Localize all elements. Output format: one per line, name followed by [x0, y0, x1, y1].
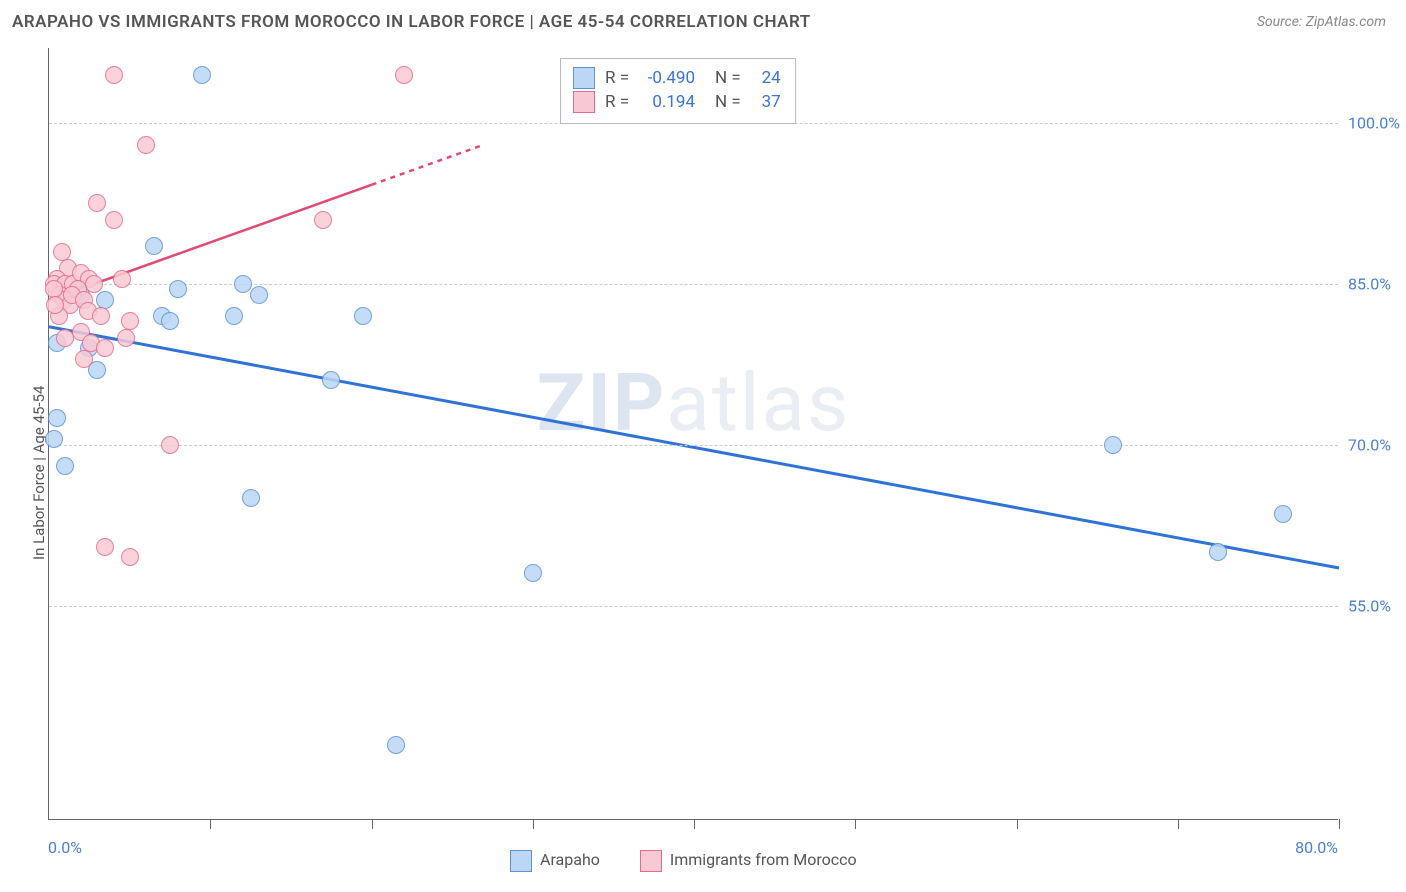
legend-label: Arapaho	[540, 850, 600, 869]
watermark-atlas: atlas	[666, 356, 850, 450]
source-label: Source: ZipAtlas.com	[1257, 14, 1386, 30]
morocco-point	[314, 211, 332, 229]
morocco-point	[137, 136, 155, 154]
stat-n-value: 37	[751, 92, 781, 112]
stat-row: R = 0.194 N = 37	[573, 91, 781, 113]
xtick-mark	[1017, 819, 1018, 829]
ytick-label: 100.0%	[1348, 114, 1400, 133]
watermark-zip: ZIP	[537, 356, 667, 450]
xtick-mark	[855, 819, 856, 829]
stat-r-value: -0.490	[639, 68, 695, 88]
legend-swatch	[640, 850, 662, 872]
arapaho-point	[48, 409, 66, 427]
legend-label: Immigrants from Morocco	[670, 850, 857, 869]
stat-n-label: N =	[715, 68, 741, 88]
stat-r-label: R =	[605, 92, 629, 112]
ytick-label: 70.0%	[1348, 435, 1391, 454]
legend: Arapaho Immigrants from Morocco	[510, 850, 857, 872]
morocco-point	[96, 538, 114, 556]
morocco-point	[117, 329, 135, 347]
stat-swatch	[573, 91, 595, 113]
morocco-point	[96, 339, 114, 357]
gridline	[49, 606, 1338, 607]
xtick-mark	[372, 819, 373, 829]
arapaho-point	[56, 457, 74, 475]
arapaho-point	[234, 275, 252, 293]
arapaho-point	[354, 307, 372, 325]
ytick-label: 85.0%	[1348, 274, 1391, 293]
arapaho-point	[1209, 543, 1227, 561]
yaxis-title: In Labor Force | Age 45-54	[30, 386, 48, 560]
morocco-point	[105, 66, 123, 84]
arapaho-point	[145, 237, 163, 255]
ytick-label: 55.0%	[1348, 596, 1391, 615]
legend-swatch	[510, 850, 532, 872]
morocco-point	[85, 275, 103, 293]
arapaho-point	[169, 280, 187, 298]
morocco-point	[46, 296, 64, 314]
stats-box: R = -0.490 N = 24 R = 0.194 N = 37	[560, 58, 796, 124]
chart-title: ARAPAHO VS IMMIGRANTS FROM MOROCCO IN LA…	[12, 12, 811, 32]
stat-r-value: 0.194	[639, 92, 695, 112]
xtick-mark	[533, 819, 534, 829]
morocco-point	[105, 211, 123, 229]
xtick-label: 80.0%	[1295, 838, 1338, 857]
stat-swatch	[573, 67, 595, 89]
arapaho-point	[161, 312, 179, 330]
trend-lines	[49, 48, 1339, 820]
arapaho-point	[225, 307, 243, 325]
morocco-point	[161, 436, 179, 454]
legend-item: Arapaho	[510, 850, 600, 872]
morocco-point	[113, 270, 131, 288]
arapaho-point	[250, 286, 268, 304]
arapaho-point	[387, 736, 405, 754]
arapaho-point	[242, 489, 260, 507]
morocco-point	[395, 66, 413, 84]
arapaho-point	[193, 66, 211, 84]
stat-r-label: R =	[605, 68, 629, 88]
morocco-point	[121, 548, 139, 566]
arapaho-point	[1104, 436, 1122, 454]
xtick-mark	[1339, 819, 1340, 829]
arapaho-point	[1274, 505, 1292, 523]
xtick-mark	[210, 819, 211, 829]
legend-item: Immigrants from Morocco	[640, 850, 857, 872]
xtick-label: 0.0%	[48, 838, 82, 857]
morocco-point	[121, 312, 139, 330]
morocco-point	[88, 194, 106, 212]
watermark: ZIPatlas	[537, 356, 850, 450]
arapaho-point	[322, 371, 340, 389]
morocco-point	[92, 307, 110, 325]
xtick-mark	[694, 819, 695, 829]
morocco-point	[75, 350, 93, 368]
stat-n-value: 24	[751, 68, 781, 88]
scatter-plot: ZIPatlas	[48, 48, 1338, 820]
arapaho-point	[524, 564, 542, 582]
arapaho-point	[45, 430, 63, 448]
stat-row: R = -0.490 N = 24	[573, 67, 781, 89]
stat-n-label: N =	[715, 92, 741, 112]
gridline	[49, 445, 1338, 446]
xtick-mark	[1178, 819, 1179, 829]
